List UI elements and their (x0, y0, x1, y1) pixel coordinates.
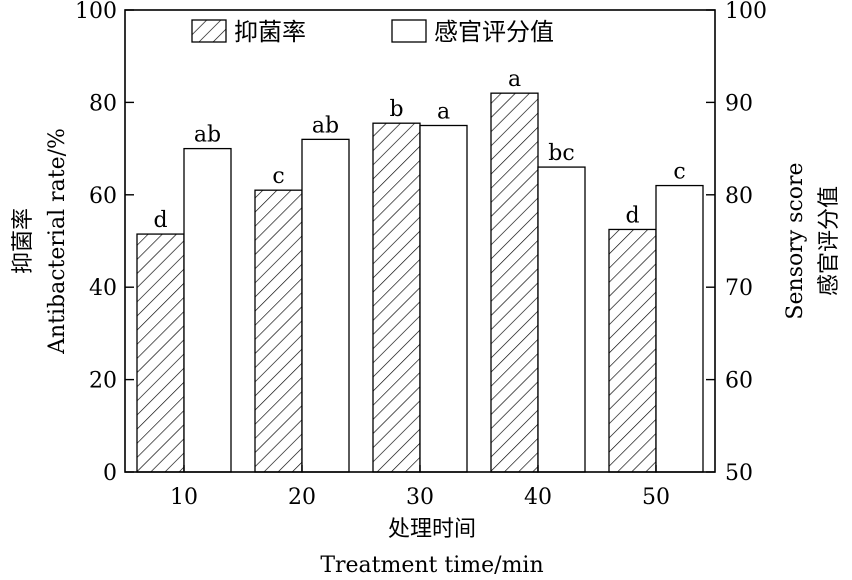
significance-label-sensory-50: c (673, 160, 685, 185)
x-tick-label: 30 (406, 485, 434, 510)
legend: 抑菌率 感官评分值 (191, 18, 554, 46)
x-axis-title-zh: 处理时间 (388, 517, 476, 542)
x-tick-label: 40 (524, 485, 552, 510)
right-axis: 50 60 70 80 90 100 (706, 0, 767, 486)
right-tick-label: 70 (725, 276, 753, 301)
left-tick-label: 100 (75, 0, 117, 24)
bars-group (136, 92, 704, 473)
bar-antibacterial-40 (490, 92, 539, 473)
significance-label-antibacterial-50: d (625, 203, 639, 228)
significance-label-sensory-30: a (437, 100, 450, 125)
left-tick-label: 40 (89, 276, 117, 301)
bar-sensory-40 (537, 166, 586, 473)
bar-antibacterial-30 (372, 122, 421, 473)
x-tick-label: 50 (642, 485, 670, 510)
left-tick-label: 80 (89, 91, 117, 116)
left-axis-title-zh: 抑菌率 (11, 208, 36, 274)
left-tick-label: 20 (89, 369, 117, 394)
right-tick-label: 80 (725, 184, 753, 209)
legend-label-sensory: 感官评分值 (434, 18, 554, 46)
significance-label-antibacterial-20: c (272, 164, 284, 189)
legend-label-antibacterial: 抑菌率 (234, 18, 306, 46)
significance-label-sensory-20: ab (312, 113, 339, 138)
x-tick-label: 20 (288, 485, 316, 510)
legend-swatch-sensory (391, 19, 427, 43)
significance-label-antibacterial-10: d (153, 208, 167, 233)
x-axis: 10 20 30 40 50 (170, 465, 670, 510)
bar-antibacterial-10 (136, 233, 185, 473)
significance-label-antibacterial-40: a (508, 67, 521, 92)
left-tick-label: 60 (89, 184, 117, 209)
left-axis-title-en: Antibacterial rate/% (45, 128, 70, 355)
bar-sensory-20 (301, 138, 350, 473)
x-axis-title-en: Treatment time/min (320, 553, 543, 578)
right-axis-title-en: Sensory score (783, 162, 808, 319)
right-tick-label: 100 (725, 0, 767, 24)
right-axis-title-zh: 感官评分值 (817, 186, 842, 296)
legend-swatch-antibacterial (191, 19, 227, 43)
right-tick-label: 90 (725, 91, 753, 116)
bar-antibacterial-20 (254, 189, 303, 473)
significance-label-antibacterial-30: b (389, 97, 403, 122)
bar-sensory-10 (183, 147, 232, 473)
x-tick-label: 10 (170, 485, 198, 510)
bar-sensory-50 (655, 184, 704, 473)
significance-label-sensory-40: bc (548, 141, 574, 166)
left-axis: 0 20 40 60 80 100 (75, 0, 134, 486)
right-tick-label: 50 (725, 461, 753, 486)
left-tick-label: 0 (103, 461, 117, 486)
bar-sensory-30 (419, 124, 468, 473)
bar-antibacterial-50 (608, 228, 657, 473)
right-tick-label: 60 (725, 369, 753, 394)
significance-label-sensory-10: ab (194, 123, 221, 148)
